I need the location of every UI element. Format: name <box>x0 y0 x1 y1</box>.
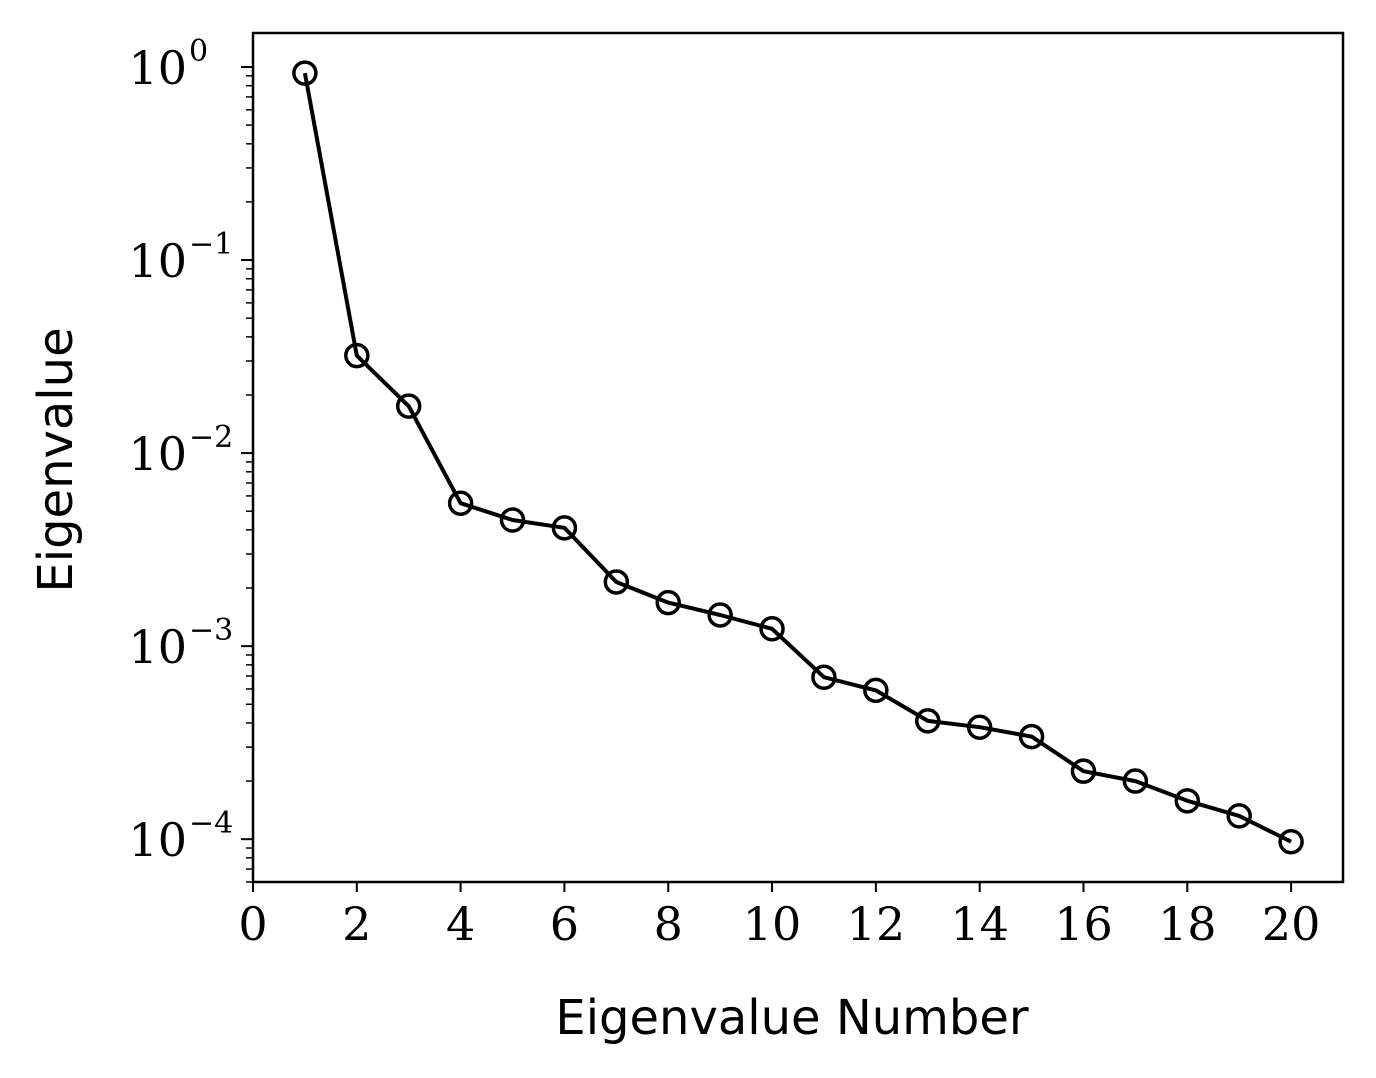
data-point <box>447 490 474 516</box>
y-tick-label: 10 <box>128 234 187 288</box>
series-layer <box>292 60 1304 855</box>
data-point <box>655 589 681 616</box>
data-point <box>1070 758 1097 784</box>
data-point <box>759 616 785 642</box>
y-tick-exponent: −2 <box>189 420 233 455</box>
y-tick-exponent: −4 <box>189 806 233 841</box>
series-line <box>302 72 1292 844</box>
x-tick-label: 6 <box>550 897 579 951</box>
y-tick-label: 10 <box>128 813 187 867</box>
x-axis-title: Eigenvalue Number <box>555 990 1029 1046</box>
data-point <box>292 60 318 86</box>
x-tick-label: 4 <box>446 897 475 951</box>
x-tick-label: 18 <box>1158 897 1217 951</box>
x-tick-label: 10 <box>743 897 802 951</box>
x-tick-label: 16 <box>1054 897 1113 951</box>
data-point <box>395 393 422 419</box>
data-point <box>707 602 733 628</box>
data-point <box>1278 828 1304 855</box>
data-point <box>603 569 630 595</box>
x-tick-label: 0 <box>238 897 267 951</box>
y-tick-exponent: 0 <box>189 34 208 69</box>
y-tick-exponent: −1 <box>189 227 233 262</box>
plot-frame <box>251 31 1345 884</box>
y-tick-exponent: −3 <box>189 613 233 648</box>
x-tick-label: 2 <box>342 897 371 951</box>
y-tick-label: 10 <box>128 427 187 481</box>
x-tick-label: 8 <box>654 897 683 951</box>
data-point <box>1174 788 1201 814</box>
data-point <box>863 677 889 704</box>
data-point <box>499 507 526 533</box>
y-tick-label: 10 <box>128 620 187 674</box>
data-point <box>551 515 578 541</box>
y-axis-title: Eigenvalue <box>28 327 84 592</box>
x-tick-label: 14 <box>950 897 1009 951</box>
y-tick-label: 10 <box>128 41 187 95</box>
data-point <box>811 664 837 690</box>
data-point <box>1018 723 1045 750</box>
x-tick-label: 12 <box>847 897 906 951</box>
x-tick-label: 20 <box>1262 897 1321 951</box>
data-point <box>915 708 941 734</box>
data-point <box>1226 803 1252 829</box>
data-point <box>1122 768 1149 794</box>
data-point <box>344 342 370 369</box>
data-point <box>966 714 993 740</box>
